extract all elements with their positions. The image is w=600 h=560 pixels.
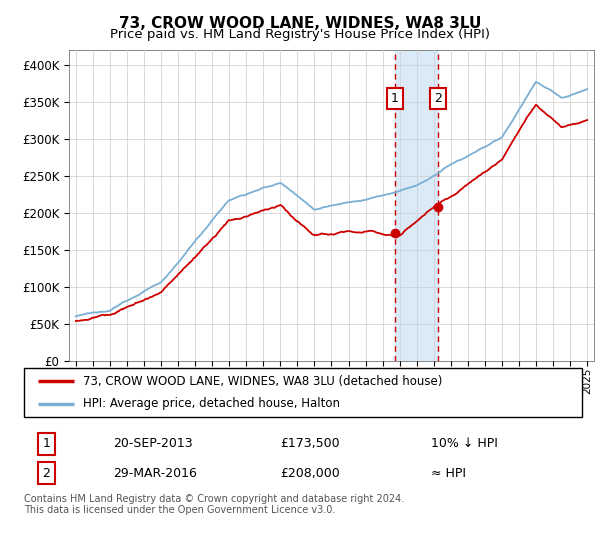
Text: 20-SEP-2013: 20-SEP-2013	[113, 437, 193, 450]
Text: Contains HM Land Registry data © Crown copyright and database right 2024.
This d: Contains HM Land Registry data © Crown c…	[24, 493, 404, 515]
Text: ≈ HPI: ≈ HPI	[431, 466, 466, 480]
Text: 1: 1	[391, 92, 399, 105]
Text: HPI: Average price, detached house, Halton: HPI: Average price, detached house, Halt…	[83, 398, 340, 410]
Text: 1: 1	[43, 437, 50, 450]
Text: 73, CROW WOOD LANE, WIDNES, WA8 3LU (detached house): 73, CROW WOOD LANE, WIDNES, WA8 3LU (det…	[83, 375, 442, 388]
Bar	[395, 50, 438, 361]
Text: 29-MAR-2016: 29-MAR-2016	[113, 466, 197, 480]
Text: Price paid vs. HM Land Registry's House Price Index (HPI): Price paid vs. HM Land Registry's House …	[110, 28, 490, 41]
Text: £173,500: £173,500	[281, 437, 340, 450]
Text: 10% ↓ HPI: 10% ↓ HPI	[431, 437, 498, 450]
Text: 2: 2	[43, 466, 50, 480]
Text: £208,000: £208,000	[281, 466, 340, 480]
FancyBboxPatch shape	[24, 368, 582, 417]
Text: 73, CROW WOOD LANE, WIDNES, WA8 3LU: 73, CROW WOOD LANE, WIDNES, WA8 3LU	[119, 16, 481, 31]
Text: 2: 2	[434, 92, 442, 105]
